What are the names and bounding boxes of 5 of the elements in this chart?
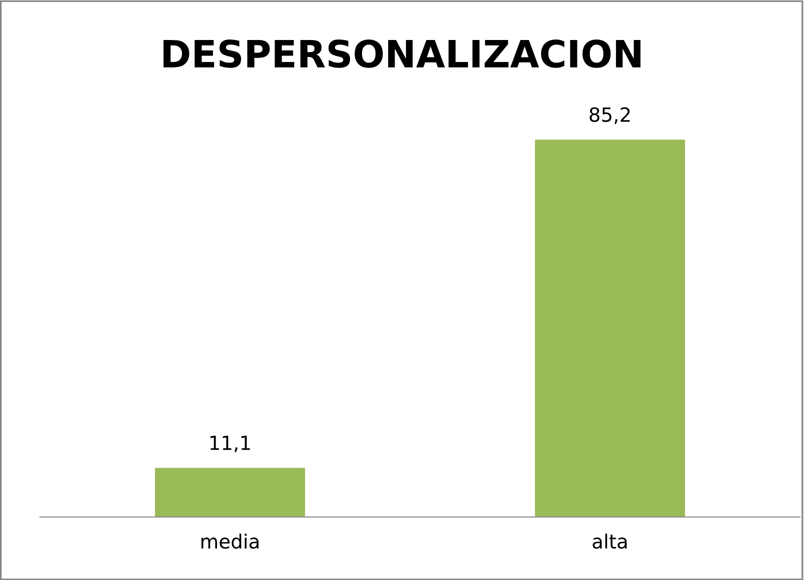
data-label: 85,2: [590, 107, 630, 124]
chart-title: DESPERSONALIZACION: [164, 40, 640, 68]
x-tick-label: media: [201, 534, 259, 549]
data-label: 11,1: [210, 436, 250, 452]
x-tick-label: alta: [592, 534, 627, 549]
